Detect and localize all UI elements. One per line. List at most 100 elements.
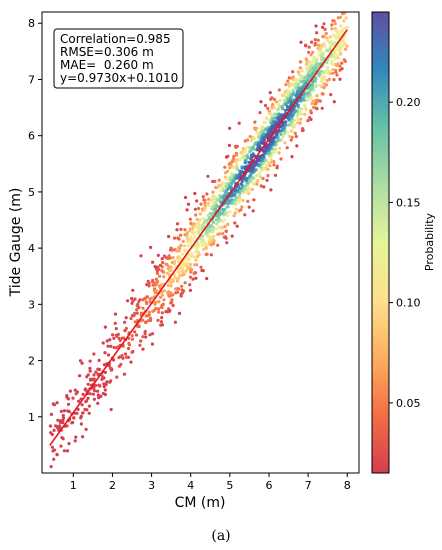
scatter-point — [192, 271, 196, 276]
scatter-point — [158, 274, 162, 278]
scatter-point — [166, 283, 170, 287]
scatter-point — [306, 98, 310, 102]
scatter-point — [214, 218, 218, 222]
scatter-point — [311, 60, 315, 64]
scatter-point — [191, 237, 195, 241]
scatter-point — [88, 369, 92, 373]
scatter-point — [286, 79, 290, 83]
y-tick-label: 5 — [28, 186, 35, 199]
scatter-point — [291, 92, 296, 96]
scatter-point — [208, 216, 212, 220]
scatter-point — [181, 239, 185, 243]
scatter-point — [157, 299, 161, 304]
scatter-point — [154, 277, 158, 281]
x-tick-label: 4 — [187, 479, 194, 492]
scatter-point — [133, 312, 137, 316]
scatter-point — [174, 287, 178, 291]
scatter-point — [92, 378, 96, 382]
scatter-point — [92, 397, 96, 401]
colorbar: 0.05 0.10 0.15 0.20 Probability — [371, 11, 436, 474]
scatter-point — [244, 190, 248, 194]
scatter-point — [169, 293, 173, 297]
scatter-point — [146, 314, 150, 318]
scatter-point — [67, 442, 71, 446]
scatter-point — [144, 300, 148, 304]
scatter-point — [239, 182, 243, 186]
scatter-point — [65, 395, 69, 399]
scatter-point — [175, 279, 180, 283]
scatter-point — [237, 209, 241, 213]
colorbar-tick-label: 0.20 — [396, 96, 421, 109]
scatter-point — [310, 40, 314, 44]
scatter-point — [338, 68, 342, 72]
scatter-point — [224, 171, 228, 175]
y-tick-label: 1 — [28, 411, 35, 424]
scatter-point — [149, 245, 153, 249]
scatter-point — [153, 287, 157, 291]
scatter-point — [121, 336, 125, 340]
scatter-point — [343, 12, 347, 15]
scatter-point — [78, 359, 83, 363]
colorbar-tick-label: 0.10 — [396, 297, 421, 310]
scatter-point — [169, 280, 173, 284]
scatter-point — [216, 232, 220, 236]
scatter-point — [336, 36, 341, 40]
scatter-point — [117, 364, 121, 368]
scatter-point — [307, 71, 311, 75]
scatter-point — [255, 182, 259, 186]
scatter-point — [125, 355, 129, 359]
scatter-point — [129, 316, 133, 321]
scatter-point — [332, 78, 336, 82]
stat-fit-equation: y=0.9730x+0.1010 — [60, 71, 178, 85]
scatter-point — [162, 298, 166, 302]
scatter-point — [194, 250, 198, 254]
scatter-point — [274, 112, 278, 117]
scatter-point — [193, 235, 197, 239]
scatter-point — [298, 121, 302, 125]
stat-rmse: RMSE=0.306 m — [60, 45, 154, 59]
scatter-point — [229, 161, 233, 165]
scatter-point — [274, 100, 278, 104]
scatter-point — [272, 106, 276, 110]
scatter-point — [324, 31, 328, 36]
scatter-point — [196, 250, 201, 254]
scatter-point — [179, 264, 183, 268]
scatter-point — [160, 257, 164, 261]
scatter-point — [183, 195, 188, 200]
scatter-point — [344, 47, 348, 51]
scatter-point — [131, 288, 135, 292]
scatter-point — [151, 278, 155, 282]
colorbar-tick-label: 0.05 — [396, 397, 421, 410]
scatter-point — [106, 353, 111, 357]
scatter-point — [289, 138, 293, 142]
scatter-point — [173, 276, 177, 280]
scatter-point — [61, 418, 65, 423]
scatter-point — [85, 399, 89, 403]
scatter-point — [81, 435, 85, 439]
scatter-point — [87, 404, 91, 408]
scatter-point — [234, 207, 238, 211]
scatter-point — [156, 253, 160, 257]
scatter-point — [224, 177, 228, 181]
scatter-point — [331, 71, 335, 75]
scatter-point — [252, 146, 256, 150]
scatter-point — [115, 334, 119, 338]
scatter-point — [213, 179, 217, 183]
scatter-point — [191, 224, 195, 228]
scatter-point — [50, 445, 55, 449]
scatter-point — [265, 146, 269, 150]
scatter-point — [243, 213, 247, 217]
scatter-point — [52, 428, 56, 432]
scatter-point — [266, 106, 270, 110]
scatter-point — [101, 375, 105, 379]
scatter-point — [167, 307, 171, 311]
scatter-point — [275, 164, 279, 168]
scatter-point — [313, 38, 317, 42]
scatter-point — [172, 260, 177, 264]
scatter-point — [314, 83, 318, 87]
plot-frame — [41, 11, 360, 474]
scatter-point — [180, 273, 184, 277]
scatter-point — [187, 265, 191, 269]
scatter-point — [255, 126, 259, 130]
scatter-point — [134, 333, 139, 337]
